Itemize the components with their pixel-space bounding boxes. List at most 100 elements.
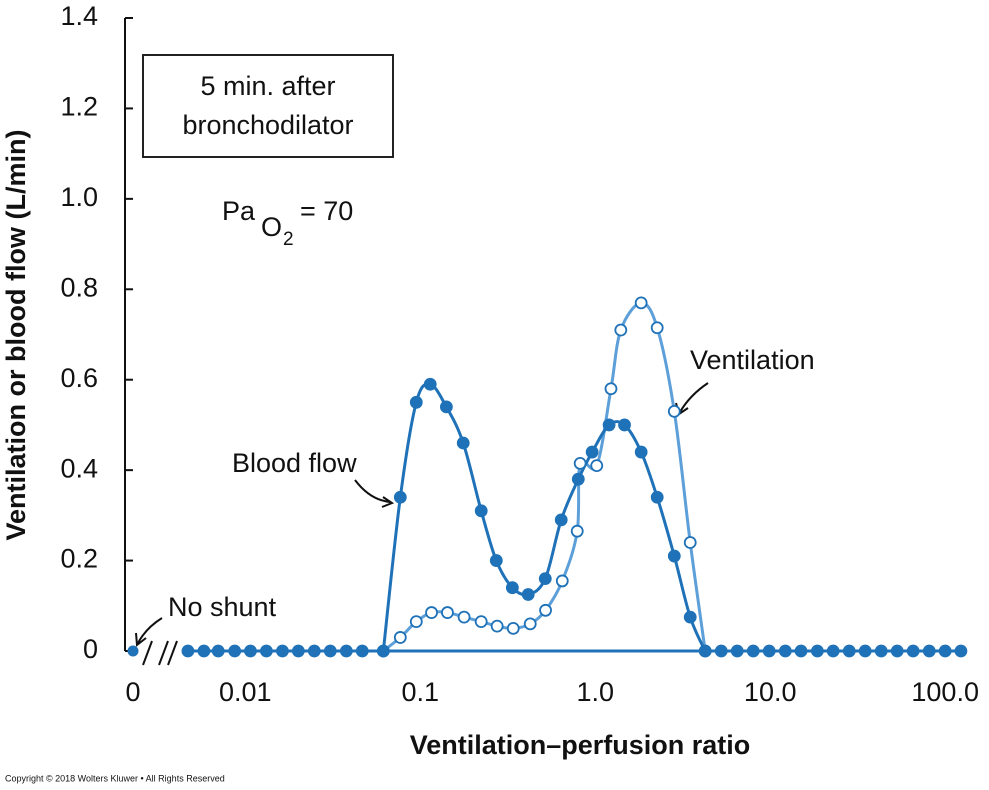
point — [614, 323, 628, 337]
pao2-rest: = 70 — [300, 196, 353, 226]
arrow — [137, 617, 163, 644]
point — [457, 610, 471, 624]
point — [393, 490, 407, 504]
arrow-head — [135, 632, 147, 647]
axis-break — [142, 640, 178, 666]
box-text: 5 min. after — [200, 71, 335, 101]
point — [490, 619, 504, 633]
series-label: Ventilation — [690, 345, 815, 375]
y-tick-label: 0 — [83, 634, 98, 664]
point — [585, 445, 599, 459]
shunt-point — [127, 645, 139, 657]
point — [634, 445, 648, 459]
point — [634, 296, 648, 310]
point — [650, 490, 664, 504]
point — [762, 644, 776, 658]
point — [938, 644, 952, 658]
point — [922, 644, 936, 658]
copyright: Copyright © 2018 Wolters Kluwer • All Ri… — [5, 773, 225, 783]
point — [906, 644, 920, 658]
x-tick-label: 100.0 — [911, 677, 979, 707]
point — [376, 644, 390, 658]
point — [423, 377, 437, 391]
point — [874, 644, 888, 658]
point — [683, 536, 697, 549]
x-axis-label: Ventilation–perfusion ratio — [410, 730, 751, 760]
point — [355, 644, 369, 658]
point — [474, 615, 488, 629]
point — [698, 644, 712, 658]
point — [810, 644, 824, 658]
point — [523, 617, 537, 631]
arrow-head — [381, 496, 395, 508]
point — [539, 603, 552, 617]
y-tick-label: 0.4 — [60, 453, 98, 483]
point — [683, 610, 697, 624]
point — [506, 621, 520, 635]
point — [197, 644, 211, 658]
y-tick-label: 1.0 — [60, 182, 98, 212]
y-axis-label: Ventilation or blood flow (L/min) — [1, 130, 31, 541]
point — [554, 513, 568, 527]
y-tick-label: 0.6 — [60, 363, 98, 393]
title-box — [142, 54, 394, 158]
y-tick-label: 1.2 — [60, 92, 98, 122]
point — [555, 574, 569, 588]
point — [439, 400, 453, 414]
point — [244, 644, 257, 658]
point — [667, 404, 681, 418]
point — [826, 644, 840, 658]
point — [730, 644, 744, 658]
point — [489, 554, 503, 567]
point — [211, 644, 225, 658]
point — [667, 549, 681, 563]
point — [858, 644, 872, 658]
point — [409, 615, 423, 629]
shunt-label: No shunt — [168, 592, 277, 622]
point — [573, 456, 587, 470]
x-tick-label: 0 — [125, 677, 140, 707]
point — [505, 581, 519, 595]
point — [307, 644, 321, 658]
y-tick-label: 0.2 — [60, 544, 98, 574]
point — [954, 644, 968, 658]
point — [571, 472, 585, 486]
point — [456, 436, 470, 450]
x-tick-label: 0.1 — [401, 677, 439, 707]
point — [538, 572, 552, 586]
box-text: bronchodilator — [182, 110, 353, 140]
arrow — [354, 479, 391, 503]
x-tick-label: 0.01 — [219, 677, 272, 707]
pao2-base: Pa — [222, 196, 256, 226]
y-tick-label: 0.8 — [60, 272, 98, 302]
point — [393, 631, 407, 644]
point — [746, 644, 760, 658]
point — [570, 524, 584, 538]
point — [714, 644, 728, 658]
point — [842, 644, 856, 658]
y-tick-label: 1.4 — [60, 1, 98, 31]
pao2-subsub: 2 — [283, 229, 294, 250]
x-tick-label: 1.0 — [576, 677, 614, 707]
point — [650, 321, 664, 335]
series-label: Blood flow — [232, 448, 357, 478]
point — [474, 504, 488, 518]
point — [323, 644, 337, 658]
point — [276, 644, 289, 658]
pao2-sub: O — [261, 212, 282, 242]
point — [602, 418, 616, 432]
point — [890, 644, 904, 658]
point — [259, 644, 273, 658]
point — [778, 644, 792, 658]
point — [590, 459, 604, 473]
point — [425, 606, 438, 619]
series-line — [382, 301, 707, 653]
point — [228, 644, 242, 658]
point — [521, 588, 535, 601]
point — [794, 644, 808, 658]
point — [618, 418, 631, 432]
point — [441, 606, 454, 619]
x-tick-label: 10.0 — [744, 677, 797, 707]
point — [339, 644, 353, 658]
